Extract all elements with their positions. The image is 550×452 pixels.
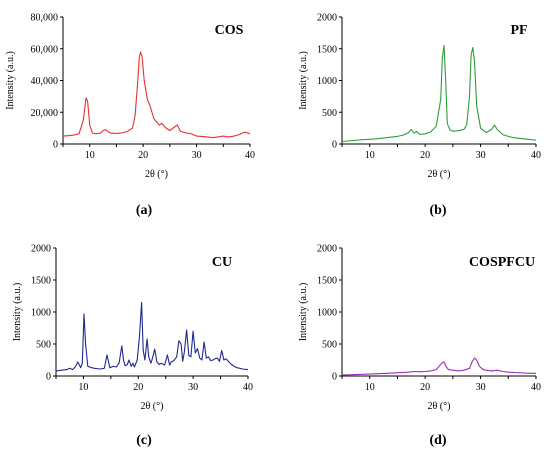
plot-c: 0 500 1000 1500 2000 10 20 30 40 2θ (°) Intensity … (12, 244, 253, 413)
x-tick-label: 10 (365, 150, 375, 161)
y-axis-label: Intensity (a.u.) (12, 283, 23, 342)
plot-a: 0 20,000 40,000 60,000 80,000 10 20 30 40 2θ (°) I… (5, 13, 255, 181)
y-tick-label: 0 (332, 372, 337, 383)
y-tick-label: 2000 (317, 244, 337, 255)
y-tick-label: 500 (36, 340, 51, 351)
y-axis-label: Intensity (a.u.) (5, 51, 16, 110)
panel-a: 0 20,000 40,000 60,000 80,000 10 20 30 40 2θ (°) I… (5, 13, 255, 219)
x-tick-label: 10 (365, 382, 375, 393)
y-tick-label: 60,000 (31, 44, 59, 55)
y-axis-label: Intensity (a.u.) (298, 283, 309, 342)
sample-label: COS (215, 23, 244, 38)
x-tick-label: 20 (138, 150, 148, 161)
x-tick-label: 30 (476, 150, 486, 161)
sample-label: COSPFCU (469, 255, 535, 270)
panel-c: 0 500 1000 1500 2000 10 20 30 40 2θ (°) Intensity … (12, 244, 253, 449)
series-line (341, 357, 537, 376)
x-tick-label: 20 (420, 382, 430, 393)
y-tick-label: 1500 (317, 44, 337, 55)
y-tick-label: 1000 (317, 308, 337, 319)
x-tick-label: 40 (245, 150, 255, 161)
y-tick-label: 2000 (31, 244, 51, 255)
x-tick-label: 40 (531, 150, 541, 161)
panel-d: 0 500 1000 1500 2000 10 20 30 40 2θ (°) Intensity … (298, 244, 541, 449)
x-tick-label: 30 (476, 382, 486, 393)
y-tick-label: 40,000 (31, 76, 59, 87)
caption-a: (a) (136, 203, 153, 218)
y-tick-label: 1000 (31, 308, 51, 319)
caption-b: (b) (429, 203, 446, 218)
x-axis-label: 2θ (°) (145, 169, 168, 180)
x-tick-label: 30 (192, 150, 202, 161)
plot-b: 0 500 1000 1500 2000 10 20 30 40 2θ (°) Intensity … (298, 13, 541, 181)
caption-c: (c) (136, 433, 152, 448)
y-tick-label: 80,000 (31, 13, 59, 24)
sample-label: CU (212, 255, 232, 270)
series-line (341, 45, 537, 143)
x-tick-label: 20 (420, 150, 430, 161)
caption-d: (d) (429, 433, 446, 448)
y-tick-label: 1500 (317, 276, 337, 287)
x-tick-label: 40 (531, 382, 541, 393)
y-tick-label: 500 (322, 340, 337, 351)
sample-label: PF (510, 23, 527, 38)
x-axis-label: 2θ (°) (428, 169, 451, 180)
y-tick-label: 2000 (317, 13, 337, 24)
y-tick-label: 1500 (31, 276, 51, 287)
y-tick-label: 500 (322, 108, 337, 119)
series-line (62, 51, 251, 139)
x-tick-label: 30 (188, 382, 198, 393)
y-axis-label: Intensity (a.u.) (298, 51, 309, 110)
x-axis-label: 2θ (°) (428, 401, 451, 412)
x-tick-label: 10 (85, 150, 95, 161)
y-tick-label: 20,000 (31, 108, 59, 119)
y-tick-label: 1000 (317, 76, 337, 87)
y-tick-label: 0 (46, 372, 51, 383)
y-tick-label: 0 (332, 140, 337, 151)
x-tick-label: 20 (133, 382, 143, 393)
x-tick-label: 10 (78, 382, 88, 393)
panel-b: 0 500 1000 1500 2000 10 20 30 40 2θ (°) Intensity … (298, 13, 541, 219)
series-line (55, 301, 249, 372)
y-tick-label: 0 (53, 140, 58, 151)
x-axis-label: 2θ (°) (141, 401, 164, 412)
x-tick-label: 40 (243, 382, 253, 393)
plot-d: 0 500 1000 1500 2000 10 20 30 40 2θ (°) Intensity … (298, 244, 541, 413)
